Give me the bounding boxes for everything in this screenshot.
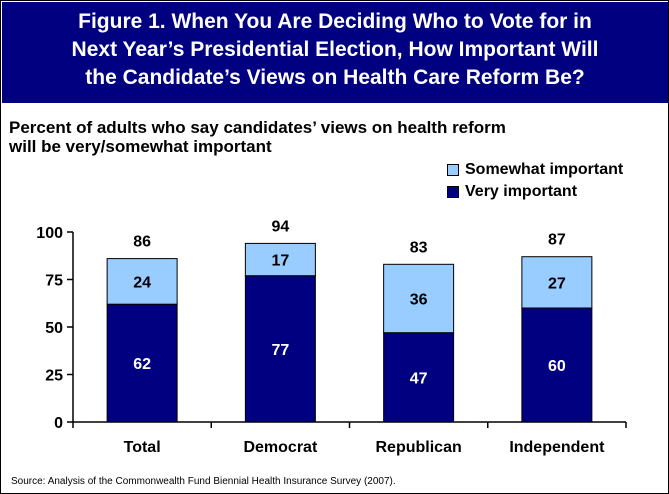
data-label-very: 60	[548, 358, 566, 375]
data-label-total: 86	[133, 234, 151, 251]
y-tick-label: 25	[45, 368, 63, 385]
data-label-very: 62	[133, 356, 151, 373]
data-label-total: 94	[271, 218, 289, 235]
y-tick-label: 100	[36, 225, 63, 242]
chart-legend: Somewhat important Very important	[447, 159, 623, 203]
title-line: Next Year’s Presidential Election, How I…	[71, 38, 599, 61]
legend-item-somewhat: Somewhat important	[447, 159, 623, 181]
legend-label-very: Very important	[465, 183, 578, 200]
x-tick-label: Total	[124, 439, 161, 456]
bar-somewhat-important	[244, 242, 316, 277]
data-label-very: 47	[410, 370, 428, 387]
y-tick-label: 50	[45, 320, 63, 337]
bar-somewhat-important	[106, 258, 178, 305]
title-line: the Candidate’s Views on Health Care Ref…	[85, 66, 585, 89]
data-label-total: 83	[410, 239, 428, 256]
x-tick-label: Republican	[376, 439, 462, 456]
title-line: Figure 1. When You Are Deciding Who to V…	[78, 10, 592, 33]
data-label-very: 77	[271, 342, 289, 359]
subtitle-line: will be very/somewhat important	[9, 137, 272, 156]
legend-item-very: Very important	[447, 181, 623, 203]
legend-swatch-very	[447, 186, 459, 198]
subtitle-line: Percent of adults who say candidates’ vi…	[9, 118, 506, 137]
data-label-somewhat: 17	[271, 253, 289, 270]
y-tick-label: 0	[54, 415, 63, 432]
figure-title: Figure 1. When You Are Deciding Who to V…	[2, 8, 668, 92]
x-tick-label: Independent	[509, 439, 605, 456]
bar-very-important	[383, 332, 455, 423]
legend-swatch-somewhat	[447, 164, 459, 176]
title-bar: Figure 1. When You Are Deciding Who to V…	[2, 2, 668, 103]
data-label-somewhat: 27	[548, 275, 566, 292]
chart-subtitle: Percent of adults who say candidates’ vi…	[9, 118, 659, 156]
data-label-total: 87	[548, 232, 566, 249]
bar-somewhat-important	[383, 263, 455, 334]
data-label-somewhat: 24	[133, 274, 151, 291]
bar-very-important	[244, 275, 316, 423]
data-label-somewhat: 36	[410, 292, 428, 309]
bar-very-important	[521, 307, 593, 423]
source-note: Source: Analysis of the Commonwealth Fun…	[11, 476, 396, 487]
y-tick-label: 75	[45, 273, 63, 290]
bar-somewhat-important	[521, 256, 593, 309]
x-tick-label: Democrat	[243, 439, 317, 456]
legend-label-somewhat: Somewhat important	[465, 161, 624, 178]
